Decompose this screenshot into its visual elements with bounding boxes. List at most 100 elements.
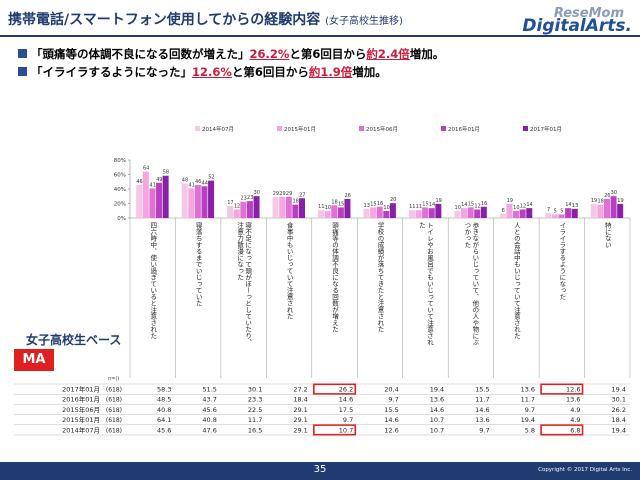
table-row-label: 2015年01月 <box>62 415 100 424</box>
table-cell: 12.6 <box>384 426 398 434</box>
table-cell: 43.7 <box>202 396 216 404</box>
bar-value-label: 44 <box>202 180 208 186</box>
bar-value-label: 23 <box>240 196 246 202</box>
table-cell: 47.6 <box>202 426 216 434</box>
bar <box>499 213 506 218</box>
bar-value-label: 14 <box>461 202 467 208</box>
legend-label: 2015年06月 <box>366 125 398 133</box>
table-row-n: (618) <box>106 387 122 394</box>
bar-value-label: 12 <box>474 204 480 210</box>
table-cell: 9.7 <box>388 396 398 404</box>
bar <box>324 210 331 218</box>
bar <box>422 207 429 218</box>
bar-value-label: 12 <box>234 204 240 210</box>
table-cell: 19.4 <box>521 416 535 424</box>
bar <box>383 210 390 218</box>
bar <box>603 199 610 218</box>
bar <box>149 188 156 218</box>
table-cell: 16.5 <box>248 426 262 434</box>
y-tick-label: 60% <box>114 173 126 179</box>
bar-value-label: 11 <box>409 204 415 210</box>
bar-value-label: 15 <box>338 201 344 207</box>
bullet-text: 「イライラするようになった」 <box>31 65 192 79</box>
bar-value-label: 27 <box>299 192 305 198</box>
bar-value-label: 17 <box>227 200 233 206</box>
bar-value-label: 10 <box>455 205 461 211</box>
bar-value-label: 14 <box>526 202 532 208</box>
bar-value-label: 58 <box>163 170 169 176</box>
bar-value-label: 11 <box>318 204 324 210</box>
table-cell: 26.2 <box>612 406 626 414</box>
legend-swatch <box>359 126 364 131</box>
bar <box>480 206 487 218</box>
table-cell: 14.6 <box>475 406 489 414</box>
category-label: 食事中もいじっていて注意された <box>285 221 293 320</box>
table-cell: 11.7 <box>475 396 489 404</box>
table-cell: 19.4 <box>612 386 626 394</box>
y-tick-label: 40% <box>114 187 126 193</box>
bar-value-label: 10 <box>325 205 331 211</box>
bar <box>545 213 552 218</box>
bar-value-label: 29 <box>286 191 292 197</box>
y-tick-label: 80% <box>114 158 126 164</box>
bar <box>519 209 526 218</box>
table-highlight-box <box>540 424 584 436</box>
bar <box>188 188 195 218</box>
bar <box>142 171 149 218</box>
bar <box>565 208 572 218</box>
table-cell: 9.7 <box>343 416 353 424</box>
base-label: 女子高校生ベース <box>26 333 122 347</box>
table-cell: 40.8 <box>202 416 216 424</box>
table-row-n: (618) <box>106 427 122 434</box>
bar-value-label: 30 <box>254 190 260 196</box>
category-label: た <box>417 222 425 229</box>
table-cell: 19.4 <box>612 426 626 434</box>
legend-label: 2014年07月 <box>202 125 234 133</box>
table-cell: 17.5 <box>339 406 353 414</box>
bar <box>292 204 299 218</box>
table-cell: 11.7 <box>521 396 535 404</box>
table-cell: 29.1 <box>293 406 307 414</box>
bar <box>617 203 624 218</box>
bar-value-label: 12 <box>520 204 526 210</box>
table-cell: 48.5 <box>157 396 171 404</box>
bar <box>558 214 565 218</box>
bar <box>610 196 617 218</box>
table-row-label: 2016年01月 <box>62 395 100 404</box>
table-cell: 20.4 <box>384 386 398 394</box>
table-highlight-box <box>313 424 357 436</box>
table-cell: 45.6 <box>202 406 216 414</box>
bar-value-label: 41 <box>150 182 156 188</box>
bar-value-label: 18 <box>597 199 603 205</box>
bar <box>318 210 325 218</box>
category-label: 注意力散漫になった <box>236 221 244 281</box>
table-cell: 64.1 <box>157 416 171 424</box>
table-cell: 13.6 <box>430 396 444 404</box>
category-label: 人との会話中もいじっていて注意された <box>512 222 520 339</box>
bar <box>415 210 422 218</box>
bar-value-label: 15 <box>468 201 474 207</box>
table-cell: 10.7 <box>430 426 444 434</box>
header-divider <box>0 35 640 37</box>
table-row-label: 2017年01月 <box>62 385 100 394</box>
bullet-square-icon <box>18 49 27 58</box>
bar-value-label: 14 <box>429 202 435 208</box>
bar <box>506 203 513 218</box>
category-label: 寝落ちするまでいじっていた <box>194 221 202 307</box>
n-column-label: n=() <box>108 376 120 382</box>
bar-value-label: 6 <box>502 208 505 214</box>
title-subtitle: (女子高校生推移) <box>325 16 403 27</box>
bar <box>435 203 442 218</box>
table-cell: 18.4 <box>293 396 307 404</box>
bar <box>551 214 558 218</box>
category-label: 歩きながらいじっていて、他の人や物にぶ <box>471 221 479 346</box>
bar-value-label: 14 <box>565 202 571 208</box>
table-cell: 4.9 <box>570 416 580 424</box>
bar <box>279 196 286 218</box>
y-tick-label: 20% <box>114 202 126 208</box>
bar <box>461 208 468 218</box>
bullet-highlight-ratio: 約2.4倍 <box>366 47 410 61</box>
bar-value-label: 52 <box>208 175 214 181</box>
bar <box>331 205 338 218</box>
table-row-n: (618) <box>106 417 122 424</box>
